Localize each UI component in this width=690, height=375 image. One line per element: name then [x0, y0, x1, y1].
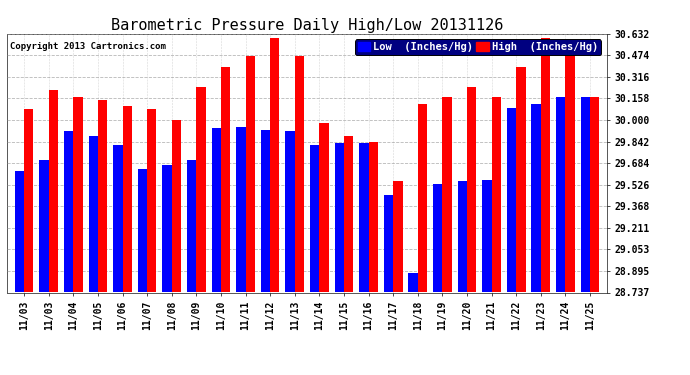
Text: Copyright 2013 Cartronics.com: Copyright 2013 Cartronics.com — [10, 42, 166, 51]
Bar — [368, 142, 378, 292]
Bar — [507, 108, 516, 292]
Bar — [310, 145, 319, 292]
Bar — [384, 195, 393, 292]
Bar — [344, 136, 353, 292]
Bar — [580, 97, 590, 292]
Bar — [556, 97, 565, 292]
Bar — [335, 143, 344, 292]
Bar — [270, 38, 279, 292]
Bar — [491, 97, 501, 292]
Legend: Low  (Inches/Hg), High  (Inches/Hg): Low (Inches/Hg), High (Inches/Hg) — [355, 39, 601, 55]
Bar — [88, 136, 98, 292]
Bar — [319, 123, 328, 292]
Bar — [212, 128, 221, 292]
Bar — [113, 145, 123, 292]
Bar — [221, 67, 230, 292]
Bar — [417, 104, 427, 292]
Bar — [393, 182, 402, 292]
Bar — [14, 171, 24, 292]
Bar — [49, 90, 58, 292]
Bar — [24, 109, 34, 292]
Bar — [236, 127, 246, 292]
Bar — [482, 180, 491, 292]
Bar — [187, 160, 197, 292]
Bar — [246, 56, 255, 292]
Bar — [123, 106, 132, 292]
Bar — [442, 97, 452, 292]
Bar — [467, 87, 476, 292]
Bar — [408, 273, 417, 292]
Bar — [172, 120, 181, 292]
Bar — [433, 184, 442, 292]
Bar — [531, 104, 541, 292]
Bar — [286, 131, 295, 292]
Bar — [39, 160, 49, 292]
Bar — [147, 109, 157, 292]
Bar — [98, 100, 107, 292]
Bar — [457, 182, 467, 292]
Title: Barometric Pressure Daily High/Low 20131126: Barometric Pressure Daily High/Low 20131… — [111, 18, 503, 33]
Bar — [359, 143, 368, 292]
Bar — [295, 56, 304, 292]
Bar — [73, 97, 83, 292]
Bar — [565, 41, 575, 292]
Bar — [197, 87, 206, 292]
Bar — [541, 38, 550, 292]
Bar — [261, 130, 270, 292]
Bar — [590, 97, 600, 292]
Bar — [162, 165, 172, 292]
Bar — [138, 169, 147, 292]
Bar — [64, 131, 73, 292]
Bar — [516, 67, 526, 292]
